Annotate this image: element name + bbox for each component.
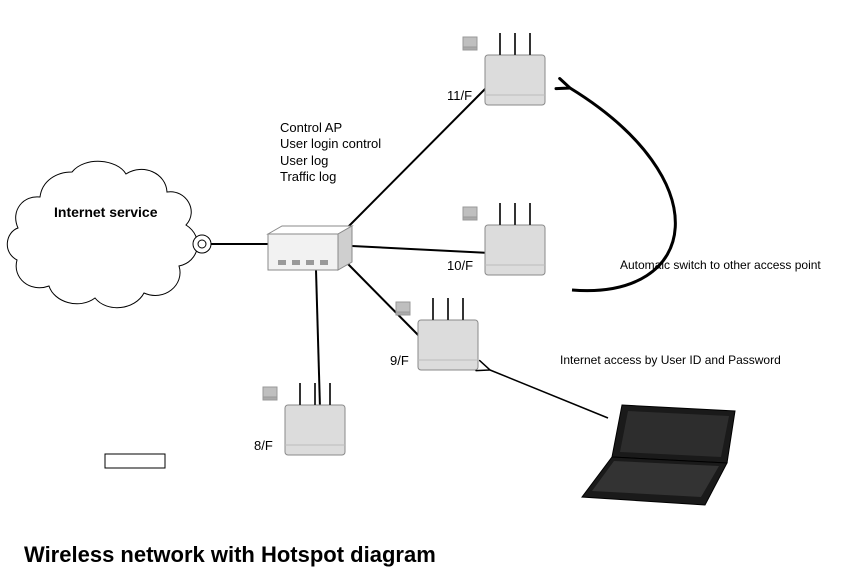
cloud-label: Internet service — [54, 204, 158, 222]
cloud-connector-inner — [198, 240, 206, 248]
diagram-stage: Internet service Control APUser login co… — [0, 0, 858, 583]
router-label-line: Traffic log — [280, 169, 381, 185]
diagram-title: Wireless network with Hotspot diagram — [24, 542, 436, 568]
router-labels: Control APUser login controlUser logTraf… — [280, 120, 381, 185]
ap-10f — [463, 203, 545, 275]
ap-mini-icon — [396, 302, 410, 312]
router-label-line: User login control — [280, 136, 381, 152]
laptop-device — [582, 405, 735, 505]
ap-9f-label: 9/F — [390, 353, 409, 369]
ap-11f — [463, 33, 545, 105]
ap-8f-label: 8/F — [254, 438, 273, 454]
link-2 — [352, 246, 490, 253]
router-label-line: Control AP — [280, 120, 381, 136]
internet-access-text: Internet access by User ID and Password — [560, 353, 781, 368]
arrow-laptop — [490, 370, 608, 418]
ap-11f-label: 11/F — [447, 88, 472, 104]
small-box — [105, 454, 165, 468]
ap-mini-icon — [463, 37, 477, 47]
link-3 — [348, 264, 424, 341]
ap-10f-label: 10/F — [447, 258, 473, 274]
ap-8f — [263, 383, 345, 455]
arrow-head — [556, 79, 570, 89]
autoswitch-text: Automaic switch to other access point — [620, 258, 821, 273]
internet-cloud — [7, 161, 197, 307]
link-4 — [316, 270, 320, 408]
svg-layer — [0, 0, 858, 583]
ap-mini-icon — [263, 387, 277, 397]
router-device — [268, 226, 352, 270]
router-label-line: User log — [280, 153, 381, 169]
ap-mini-icon — [463, 207, 477, 217]
